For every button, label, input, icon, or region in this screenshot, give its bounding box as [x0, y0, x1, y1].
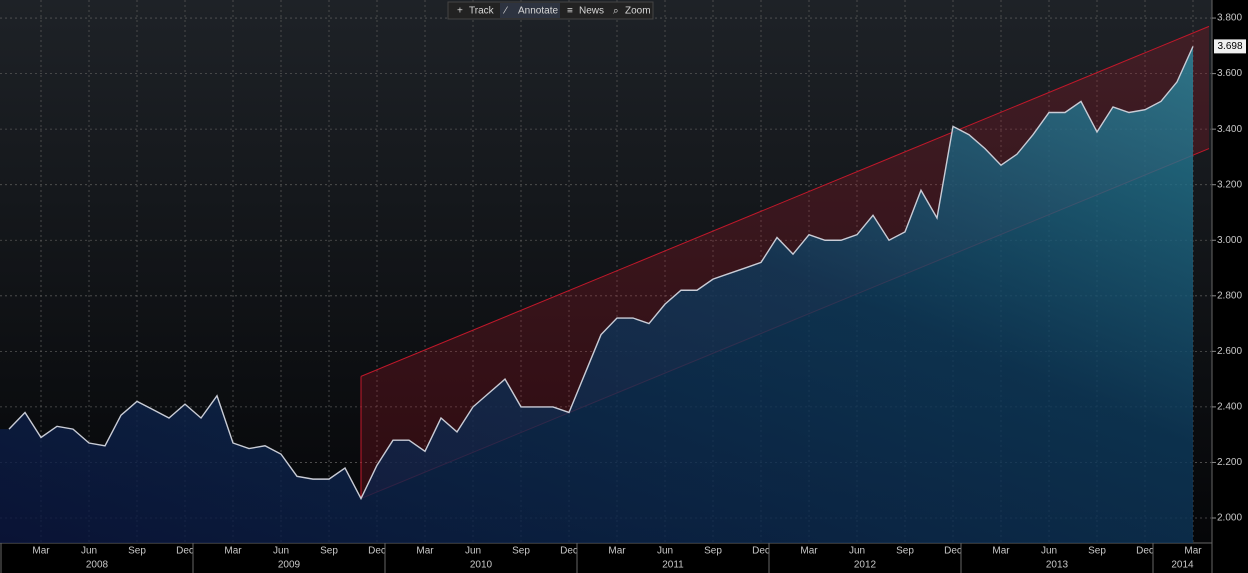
last-value-box	[1214, 39, 1246, 54]
x-tick-label: Sep	[512, 546, 530, 557]
year-label: 2011	[662, 560, 684, 571]
x-tick-label: Mar	[224, 546, 242, 557]
year-label: 2008	[86, 560, 109, 571]
y-tick-label: 2.000	[1217, 513, 1242, 524]
x-tick-label: Mar	[416, 546, 434, 557]
toolbar-button[interactable]: News	[579, 6, 604, 17]
toolbar: + Track ⁄ Annotate ≡ News ⌕ Zoom	[447, 1, 654, 20]
x-tick-label: Dec	[176, 546, 194, 557]
year-label: 2014	[1171, 560, 1194, 571]
year-label: 2009	[278, 560, 301, 571]
series-line	[8, 46, 1194, 501]
x-tick-label: Sep	[896, 546, 914, 557]
y-tick-label: 2.800	[1217, 290, 1242, 301]
icon: ⌕	[613, 6, 619, 17]
x-tick-label: Mar	[1184, 546, 1202, 557]
x-tick-label: Dec	[368, 546, 386, 557]
x-tick-label: Mar	[32, 546, 50, 557]
y-tick-label: 3.400	[1217, 124, 1242, 135]
icon: +	[457, 6, 463, 17]
year-label: 2012	[854, 560, 877, 571]
y-tick-label: 2.600	[1217, 346, 1242, 357]
x-tick-label: Jun	[849, 546, 865, 557]
toolbar-button[interactable]: Track	[469, 6, 495, 17]
x-tick-label: Jun	[81, 546, 97, 557]
year-label: 2013	[1046, 560, 1069, 571]
y-tick-label: 3.200	[1217, 179, 1242, 190]
x-tick-label: Sep	[1088, 546, 1106, 557]
x-tick-label: Jun	[657, 546, 673, 557]
x-axis-band	[0, 543, 1248, 573]
y-tick-label: 2.400	[1217, 402, 1242, 413]
x-tick-label: Sep	[320, 546, 338, 557]
year-label: 2010	[470, 560, 493, 571]
icon: ⁄	[502, 6, 508, 17]
x-tick-label: Jun	[465, 546, 481, 557]
channel-upper	[360, 25, 1210, 377]
toolbar-button[interactable]: Annotate	[518, 6, 558, 17]
y-tick-label: 3.800	[1217, 13, 1242, 24]
area-fill	[0, 46, 1193, 543]
toolbar-button[interactable]: Zoom	[625, 6, 651, 17]
x-tick-label: Mar	[800, 546, 818, 557]
x-tick-label: Dec	[560, 546, 578, 557]
x-tick-label: Mar	[608, 546, 626, 557]
x-tick-label: Sep	[704, 546, 722, 557]
x-tick-label: Mar	[992, 546, 1010, 557]
x-tick-label: Jun	[273, 546, 289, 557]
last-value-label: 3.698	[1217, 41, 1242, 52]
icon: ≡	[567, 6, 573, 17]
x-tick-label: Dec	[752, 546, 770, 557]
x-tick-label: Dec	[1136, 546, 1154, 557]
y-tick-label: 2.200	[1217, 457, 1242, 468]
y-tick-label: 3.000	[1217, 235, 1242, 246]
y-tick-label: 3.600	[1217, 68, 1242, 79]
toolbar-active	[500, 3, 560, 18]
x-tick-label: Jun	[1041, 546, 1057, 557]
x-tick-label: Dec	[944, 546, 962, 557]
x-tick-label: Sep	[128, 546, 146, 557]
